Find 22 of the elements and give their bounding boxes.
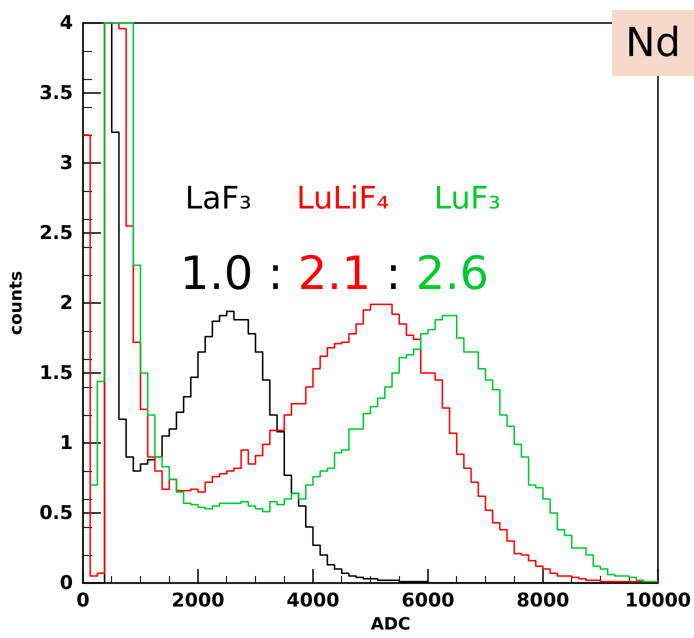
y-tick-label: 3.5	[39, 82, 73, 104]
text: LuF₃	[434, 180, 501, 216]
y-tick-label: 1	[60, 432, 73, 454]
annotation: Nd	[625, 20, 681, 66]
text: LuLiF₄	[296, 180, 390, 216]
y-tick-label: 3	[60, 152, 73, 174]
y-tick-label: 2.5	[39, 222, 73, 244]
y-tick-label: 1.5	[39, 362, 73, 384]
y-tick-label: 0	[60, 572, 73, 594]
x-tick-label: 10000	[624, 590, 692, 612]
x-tick-label: 2000	[172, 590, 224, 612]
y-tick-label: 2	[60, 292, 73, 314]
text: LaF₃	[185, 180, 252, 216]
y-tick-label: 4	[60, 12, 73, 34]
x-axis-title: ADC	[370, 614, 410, 634]
x-tick-label: 6000	[402, 590, 454, 612]
x-tick-label: 4000	[286, 590, 340, 612]
x-tick-label: 0	[76, 590, 90, 612]
annotation: 1.0 : 2.1 : 2.6	[180, 246, 489, 300]
y-tick-label: 0.5	[39, 502, 73, 524]
y-axis-title: counts	[6, 270, 26, 336]
x-tick-label: 8000	[516, 590, 570, 612]
